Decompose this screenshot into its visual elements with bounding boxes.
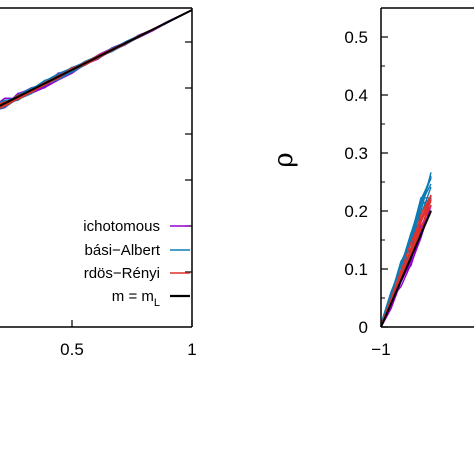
right-y-tick-label: 0.4 <box>344 86 368 105</box>
series-line-barab-si-albert <box>0 9 193 110</box>
series-line-mml <box>380 210 432 328</box>
left-ticks: 0.5 1 <box>60 41 197 359</box>
legend-label-subscript: L <box>154 297 160 309</box>
legend-label: rdös−Rényi <box>84 265 160 282</box>
series-line-dichotomous <box>0 9 193 103</box>
right-y-tick-label: 0.5 <box>344 28 368 47</box>
right-y-axis-title: ρ <box>269 152 299 167</box>
legend-label: bási−Albert <box>85 242 161 259</box>
series-line-barab-si-albert <box>380 176 432 324</box>
left-axes-frame <box>0 7 193 328</box>
legend-label: m = mL <box>112 288 160 309</box>
right-panel: 0 0.1 0.2 0.3 0.4 0.5 −1 ρ <box>269 7 474 359</box>
series-line-barab-si-albert <box>0 9 193 107</box>
left-x-tick-label: 1 <box>187 340 196 359</box>
right-y-tick-label: 0.1 <box>344 260 368 279</box>
right-ticks: 0 0.1 0.2 0.3 0.4 0.5 −1 <box>344 28 390 359</box>
right-x-tick-label: −1 <box>371 340 390 359</box>
legend: ichotomous bási−Albert rdös−Rényi m = mL <box>83 218 190 309</box>
series-line-dichotomous <box>0 9 193 109</box>
right-y-tick-label: 0 <box>359 318 368 337</box>
right-y-tick-label: 0.3 <box>344 144 368 163</box>
series-line-mml <box>0 9 193 107</box>
right-y-tick-label: 0.2 <box>344 202 368 221</box>
left-x-tick-label: 0.5 <box>60 340 84 359</box>
right-axes-frame <box>380 7 474 328</box>
series-line-erd-s-r-nyi <box>380 199 432 328</box>
legend-label: ichotomous <box>83 218 160 235</box>
series-line-barab-si-albert <box>0 9 193 106</box>
right-series-group <box>380 172 432 328</box>
left-series-group <box>0 9 193 110</box>
